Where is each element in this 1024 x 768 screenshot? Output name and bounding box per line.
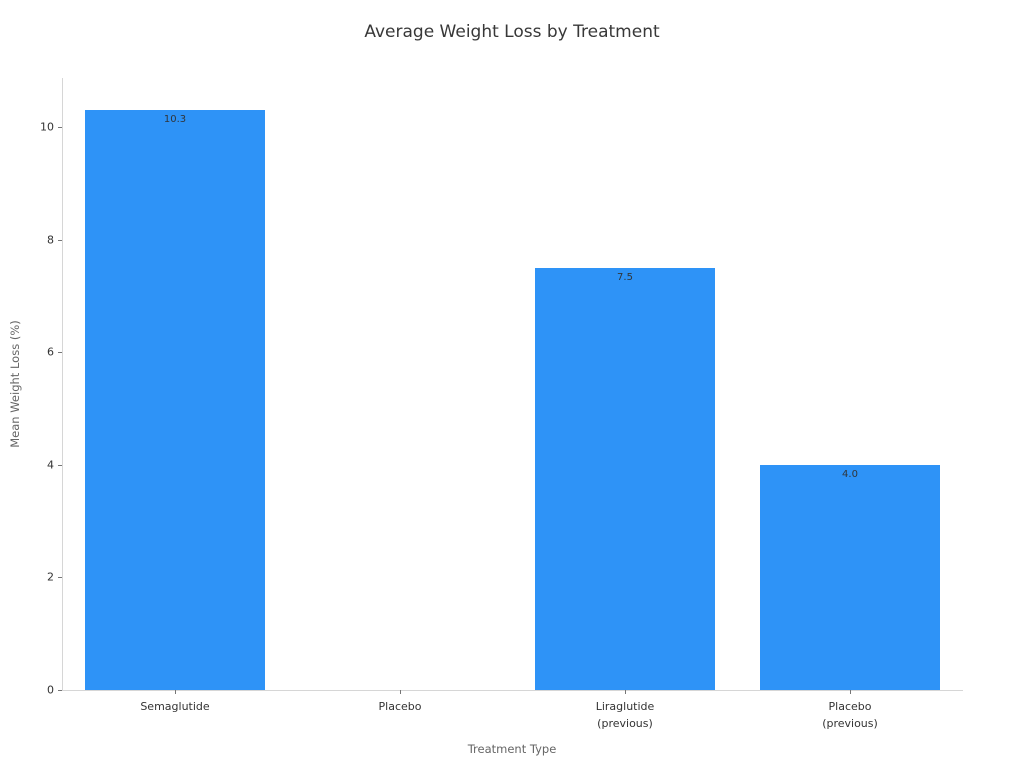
y-tick-mark-2 <box>58 577 62 578</box>
bar-value-label-semaglutide: 10.3 <box>163 114 187 125</box>
bar-value-label-liraglutide-previous: 7.5 <box>617 272 633 283</box>
bar-liraglutide-previous <box>535 268 715 690</box>
bar-semaglutide <box>85 110 265 690</box>
y-tick-label-10: 10 <box>40 120 54 134</box>
y-tick-label-0: 0 <box>47 683 54 697</box>
y-tick-mark-10 <box>58 127 62 128</box>
x-tick-label-placebo: Placebo <box>378 700 422 713</box>
y-axis-line <box>62 78 63 690</box>
y-axis-title: Mean Weight Loss (%) <box>8 320 22 448</box>
y-tick-label-6: 6 <box>47 345 54 359</box>
y-tick-mark-0 <box>58 690 62 691</box>
x-axis-line <box>62 690 963 691</box>
y-tick-mark-4 <box>58 465 62 466</box>
x-tick-mark-placebo <box>400 690 401 694</box>
y-tick-mark-6 <box>58 352 62 353</box>
x-axis-title: Treatment Type <box>467 742 557 756</box>
x-tick-label-placebo-previous: Placebo (previous) <box>822 700 878 731</box>
x-tick-mark-placebo-previous <box>850 690 851 694</box>
y-tick-mark-8 <box>58 240 62 241</box>
y-tick-label-8: 8 <box>47 233 54 247</box>
y-tick-label-4: 4 <box>47 458 54 472</box>
bar-value-label-placebo-previous: 4.0 <box>842 469 858 480</box>
x-tick-mark-semaglutide <box>175 690 176 694</box>
y-tick-label-2: 2 <box>47 570 54 584</box>
x-tick-mark-liraglutide-previous <box>625 690 626 694</box>
bar-placebo-previous <box>760 465 940 690</box>
chart-title: Average Weight Loss by Treatment <box>364 22 660 42</box>
x-tick-label-semaglutide: Semaglutide <box>140 700 210 713</box>
x-tick-label-liraglutide-previous: Liraglutide (previous) <box>595 700 655 731</box>
plot-area: 10.3 7.5 4.0 0 2 4 6 8 10 Semaglutide Placebo Lir… <box>40 78 963 730</box>
